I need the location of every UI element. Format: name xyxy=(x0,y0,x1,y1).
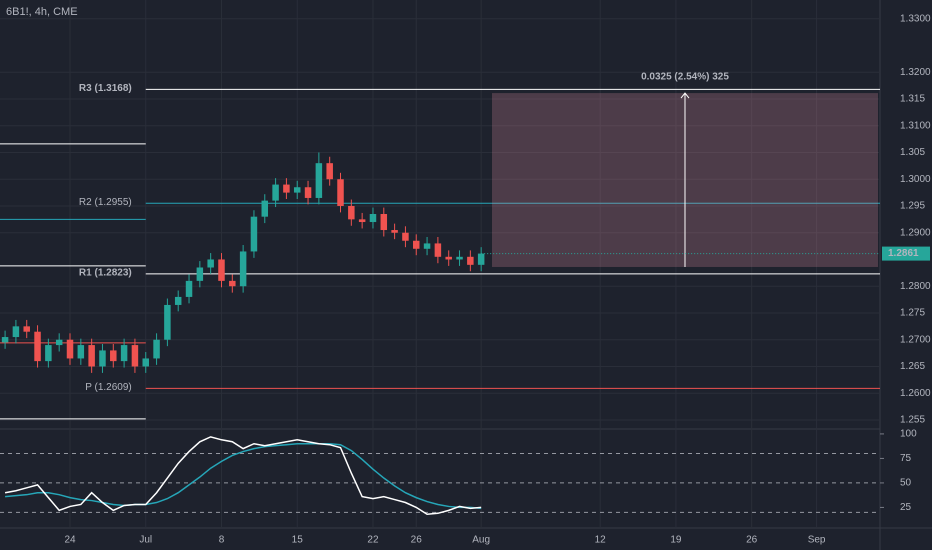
y-tick-label: 1.3000 xyxy=(900,174,931,185)
grid xyxy=(0,0,880,528)
measure-label: 0.0325 (2.54%) 325 xyxy=(641,72,729,83)
x-tick-label: 26 xyxy=(746,535,758,546)
candle-body xyxy=(326,163,333,180)
candle-body xyxy=(456,256,463,260)
candle-body xyxy=(423,243,431,249)
candle-body xyxy=(239,251,247,287)
measure-arrow-head xyxy=(680,92,690,99)
candle-body xyxy=(315,163,323,198)
candle-body xyxy=(380,214,388,231)
y-tick-label: 1.3300 xyxy=(900,13,931,24)
candle-body xyxy=(23,326,30,332)
x-tick-label: 15 xyxy=(292,535,304,546)
last-price-label: 1.2861 xyxy=(888,248,919,259)
x-tick-label: 8 xyxy=(219,535,225,546)
candle-body xyxy=(12,326,20,338)
candle-body xyxy=(174,296,182,305)
pivot-label: R1 (1.2823) xyxy=(79,268,132,279)
candle-body xyxy=(348,205,355,220)
candle-body xyxy=(120,345,128,362)
y-tick-label: 1.2900 xyxy=(900,227,931,238)
candle-body xyxy=(34,331,41,362)
rsi-line xyxy=(4,436,482,516)
candle-body xyxy=(131,345,139,367)
candle-body xyxy=(66,339,74,359)
candle-body xyxy=(55,339,63,346)
pivot-label: R3 (1.3168) xyxy=(79,83,132,94)
candle-body xyxy=(391,230,398,233)
candle-body xyxy=(164,304,171,340)
candle-body xyxy=(272,184,279,201)
candle-body xyxy=(153,339,160,359)
y-tick-label: 1.2800 xyxy=(900,281,931,292)
candle-body xyxy=(218,259,225,281)
rsi-tick-label: 100 xyxy=(900,429,917,440)
candle-body xyxy=(1,337,9,343)
candle-body xyxy=(434,243,442,257)
pivot-label: R2 (1.2955) xyxy=(79,197,132,208)
pivot-label: P (1.2609) xyxy=(85,382,132,393)
y-tick-label: 1.2700 xyxy=(900,334,931,345)
candle-body xyxy=(283,184,290,193)
candle-body xyxy=(229,280,236,287)
candle-body xyxy=(337,179,344,206)
x-tick-label: 22 xyxy=(367,535,379,546)
candle-body xyxy=(250,216,258,252)
candle-body xyxy=(402,232,409,241)
candle-body xyxy=(413,240,420,249)
y-tick-label: 1.265 xyxy=(900,361,925,372)
y-tick-label: 1.305 xyxy=(900,147,925,158)
candle-body xyxy=(477,253,485,265)
candle-body xyxy=(88,345,95,367)
x-tick-label: 12 xyxy=(595,535,607,546)
y-tick-label: 1.295 xyxy=(900,201,925,212)
candle-body xyxy=(293,187,301,193)
y-tick-label: 1.275 xyxy=(900,308,925,319)
rsi-tick-label: 25 xyxy=(900,502,912,513)
candle-body xyxy=(77,345,85,359)
x-tick-label: 24 xyxy=(64,535,76,546)
candle-body xyxy=(196,267,204,281)
candle-body xyxy=(261,200,269,217)
y-tick-label: 1.2600 xyxy=(900,388,931,399)
candle-body xyxy=(99,350,106,367)
candle-body xyxy=(369,214,377,223)
x-tick-label: Jul xyxy=(139,535,152,546)
x-tick-label: Aug xyxy=(472,535,490,546)
candle-body xyxy=(142,358,149,367)
y-tick-label: 1.255 xyxy=(900,415,925,426)
rsi-tick-label: 50 xyxy=(900,478,912,489)
last-price-box xyxy=(882,246,930,261)
rsi-tick-label: 75 xyxy=(900,453,912,464)
symbol-title: 6B1!, 4h, CME xyxy=(6,6,78,18)
candle-body xyxy=(304,187,312,198)
candle-body xyxy=(207,259,214,268)
candle-body xyxy=(445,256,452,260)
candle-body xyxy=(45,345,52,362)
x-tick-label: Sep xyxy=(808,535,826,546)
x-tick-label: 19 xyxy=(670,535,682,546)
candle-body xyxy=(110,350,117,362)
y-tick-label: 1.3100 xyxy=(900,120,931,131)
candle-body xyxy=(358,219,366,223)
candle-body xyxy=(185,280,193,297)
x-tick-label: 26 xyxy=(411,535,423,546)
y-tick-label: 1.3200 xyxy=(900,67,931,78)
candle-body xyxy=(467,256,474,265)
y-tick-label: 1.315 xyxy=(900,94,925,105)
